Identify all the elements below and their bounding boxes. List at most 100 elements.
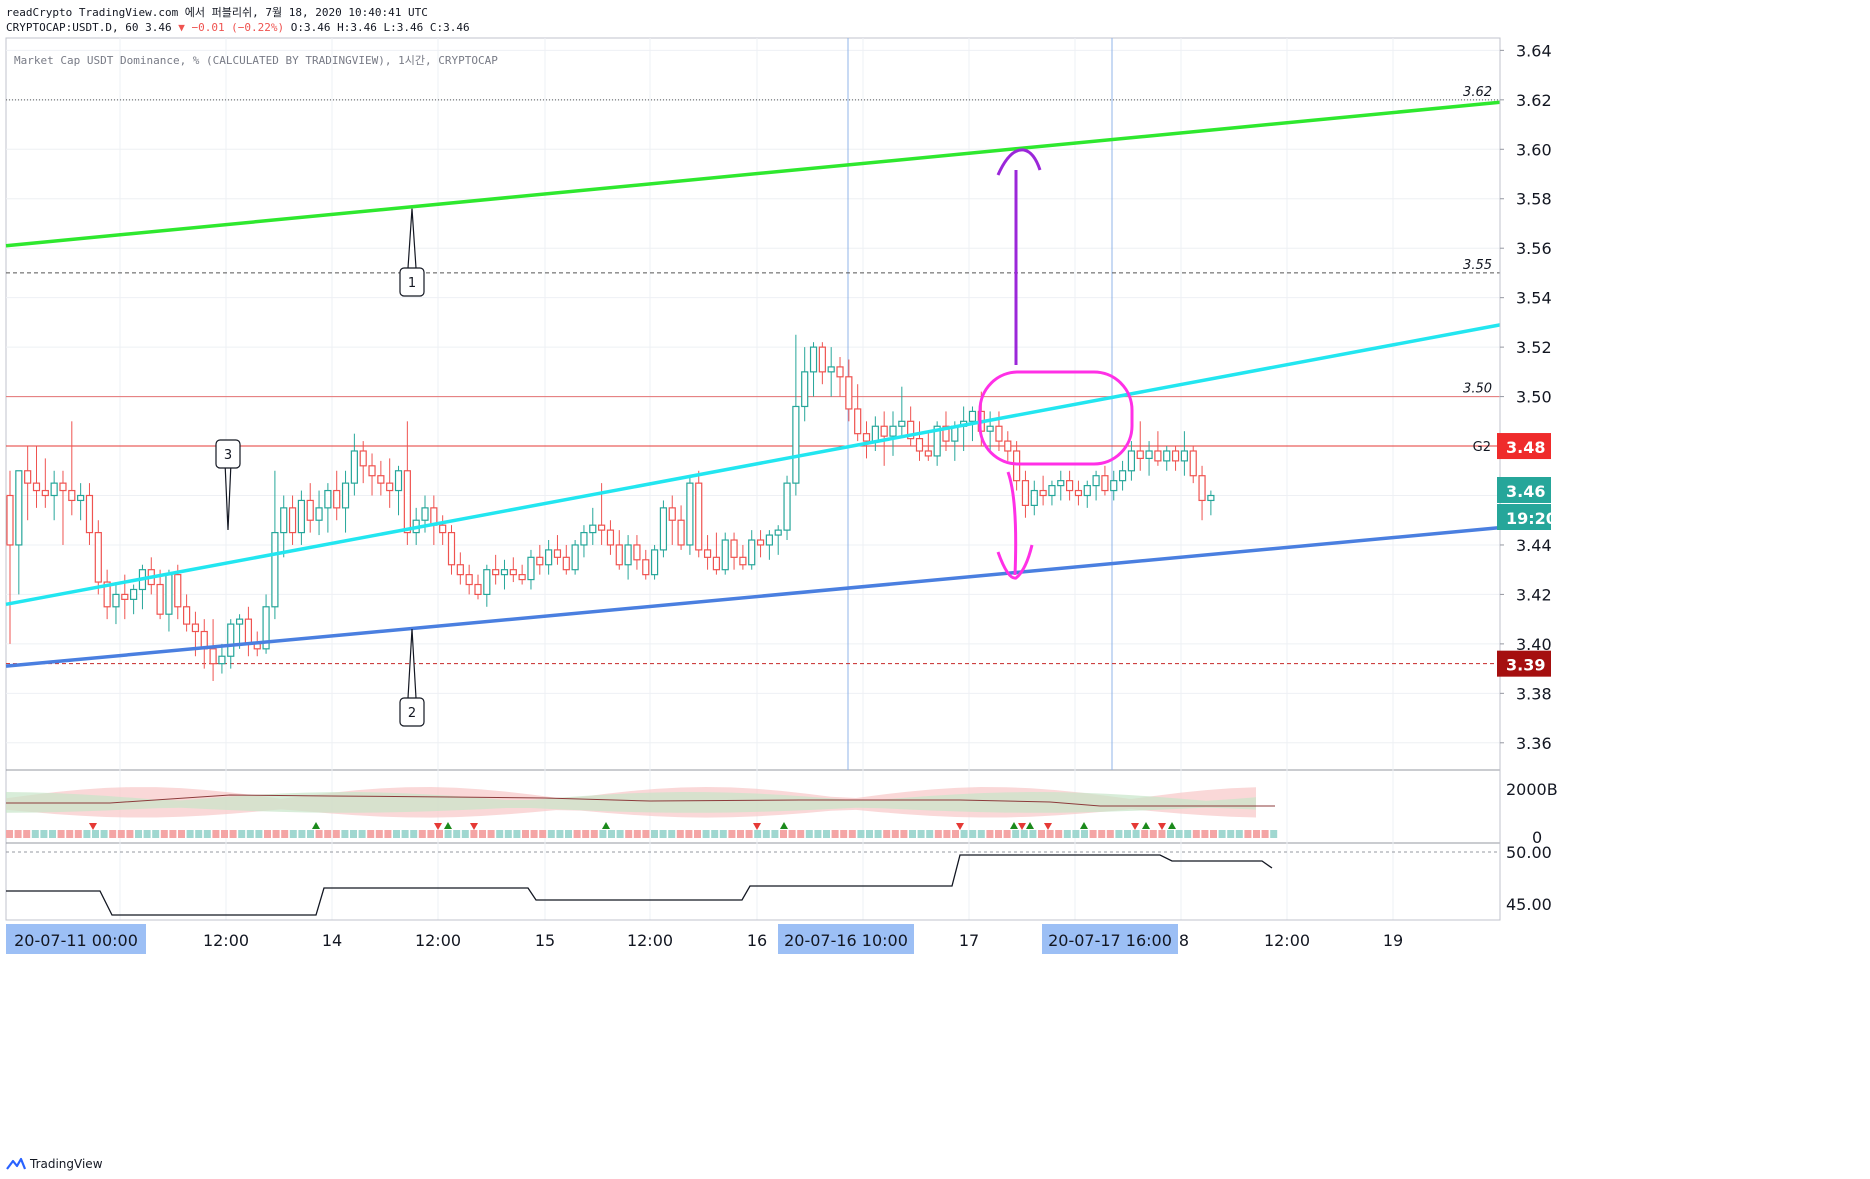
callout-1: 1 [399,208,425,297]
callout-pointer [407,208,417,269]
candle-body [174,574,182,608]
candle [1048,480,1056,506]
candle [1171,446,1180,471]
price-axis[interactable]: 3.64 3.62 3.60 3.58 3.56 3.54 3.52 3.50 3.48 3.46… [1497,38,1558,920]
signal-up-triangle [444,822,452,829]
volume-cloud-green [6,792,1256,813]
volume-bar [651,830,658,838]
volume-bar [1175,830,1183,838]
signal-down-triangle [1131,823,1139,830]
volume-bar [255,830,263,838]
candle [827,347,835,397]
volume-bar [633,830,641,838]
candle [456,552,464,585]
price-tick-label: 3.62 [1516,91,1552,110]
volume-bar [573,830,581,838]
down-arrow-shaft [1006,471,1018,576]
candle-body [421,507,429,521]
time-axis[interactable]: 12:00 14 12:00 15 12:00 16 17 8 12:00 19 20-07-11 … [6,919,1500,954]
trend-line-upper[interactable] [5,100,1501,248]
candle-body [183,606,191,625]
volume-bar [324,830,332,838]
candle-body [1189,450,1197,477]
candle [1189,446,1197,484]
candle-body [748,539,756,566]
candle [695,470,703,558]
time-tick-label: 19 [1383,931,1403,950]
volume-bar [625,830,633,838]
candle-body [32,482,41,492]
candle-body [1127,450,1136,472]
price-tick-label: 3.56 [1516,239,1552,258]
candle [1118,460,1127,491]
signal-up-triangle [1168,822,1176,829]
volume-bar [556,830,564,838]
candle-body [15,470,23,546]
volume-bar [212,830,220,838]
candle [350,433,358,496]
candle-body [1030,489,1038,506]
candle [633,535,641,570]
series-legend: Market Cap USDT Dominance, % (CALCULATED… [14,54,498,67]
candle-body [341,482,350,509]
candle [756,530,765,558]
volume-bar [1089,830,1097,838]
volume-bar [797,830,805,838]
candle [1074,480,1083,506]
volume-bar [49,830,56,838]
candle [103,569,111,620]
volume-bar [917,830,925,838]
candle [668,495,676,545]
price-tick-label: 3.50 [1516,388,1552,407]
candle-body [739,556,747,566]
candle-body [509,569,517,576]
countdown-tag: 19:20 [1497,504,1557,530]
level-label: 3.55 [1463,258,1492,273]
candle-body [1110,480,1118,492]
publish-info: readCrypto TradingView.com 에서 퍼블리쉬, 7월 1… [6,6,428,19]
trend-lines[interactable] [5,100,1501,668]
volume-bar [1167,830,1174,838]
candle-body [686,482,694,546]
candle-body [500,569,509,576]
volume-bar [823,830,830,838]
tradingview-logo[interactable]: TradingView [6,1157,103,1171]
candle-body [394,470,403,492]
trend-line-lower[interactable] [5,525,1501,668]
candle-body [836,366,844,378]
candle-body [333,489,341,509]
candle-body [562,556,570,571]
candle-body [809,346,818,373]
candle [24,446,32,521]
candle [765,530,773,560]
candle [1207,490,1215,516]
candle [1030,480,1038,516]
volume-bar [960,830,968,838]
candle-body [854,408,862,435]
candle-body [368,465,376,477]
volume-bar [40,830,48,838]
candle-body [986,425,994,432]
candle [1065,470,1074,501]
volume-bar [496,830,504,838]
volume-bar [590,830,598,838]
candle [580,525,588,558]
volume-bar [272,830,280,838]
volume-bar [1261,830,1269,838]
signal-up-triangle [1142,822,1150,829]
trend-line-middle[interactable] [5,323,1501,607]
volume-bar [307,830,314,838]
volume-bar [1158,830,1166,838]
candle-body [783,482,791,531]
signal-down-triangle [470,823,478,830]
low-level-tag-bg [1497,650,1551,677]
ohlc-label: O:3.46 H:3.46 L:3.46 C:3.46 [290,21,470,34]
price-tick-label: 3.54 [1516,289,1552,308]
candle [474,574,482,600]
candle-body [59,482,67,492]
signal-down-triangle [956,823,964,830]
candle-body [112,593,120,608]
volume-bar [1098,830,1106,838]
candle-body [1171,450,1180,462]
